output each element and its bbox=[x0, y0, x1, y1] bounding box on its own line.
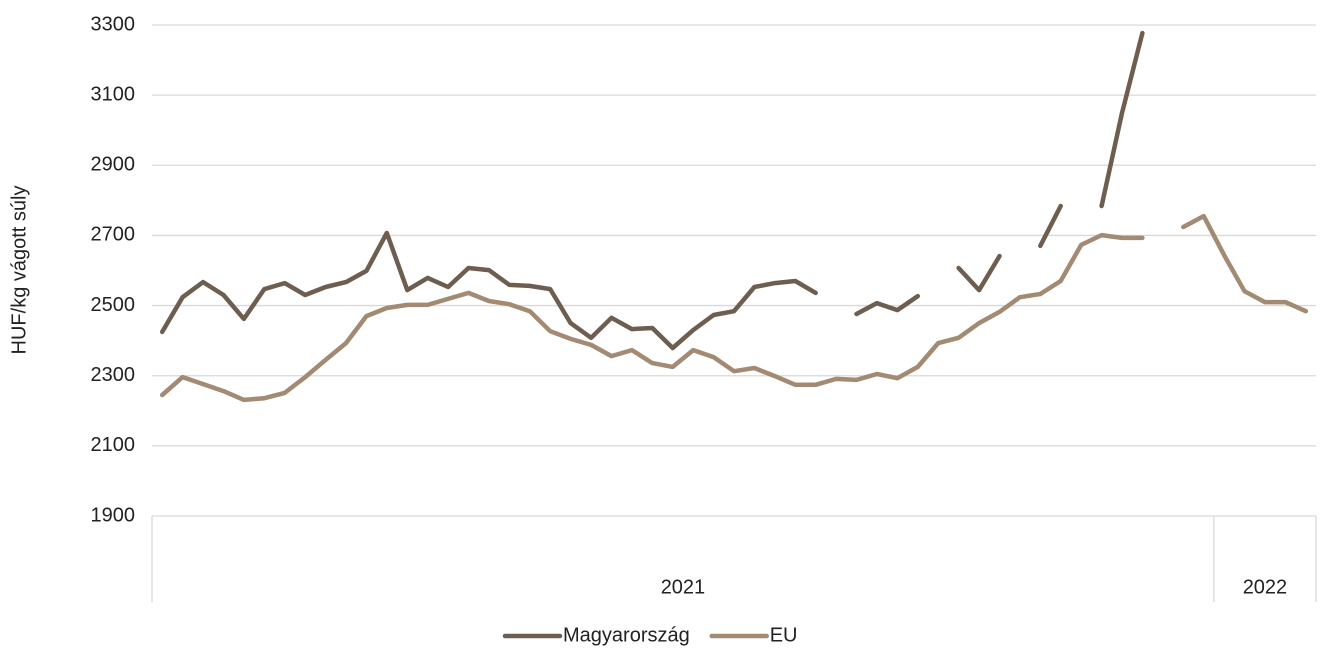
line-series bbox=[159, 213, 1309, 403]
y-tick-label: 1900 bbox=[91, 504, 136, 526]
legend-label: Magyarország bbox=[563, 624, 690, 646]
y-tick-label: 3100 bbox=[91, 83, 136, 105]
line-series bbox=[159, 30, 1145, 351]
y-tick-label: 2300 bbox=[91, 364, 136, 386]
group-label: 2021 bbox=[661, 576, 706, 598]
y-axis-label: HUF/kg vágott súly bbox=[8, 186, 30, 355]
group-label: 2022 bbox=[1243, 576, 1288, 598]
y-tick-label: 2100 bbox=[91, 434, 136, 456]
y-tick-label: 3300 bbox=[91, 13, 136, 35]
y-tick-label: 2500 bbox=[91, 294, 136, 316]
y-tick-label: 2700 bbox=[91, 224, 136, 246]
legend-label: EU bbox=[770, 624, 798, 646]
y-tick-label: 2900 bbox=[91, 154, 136, 176]
